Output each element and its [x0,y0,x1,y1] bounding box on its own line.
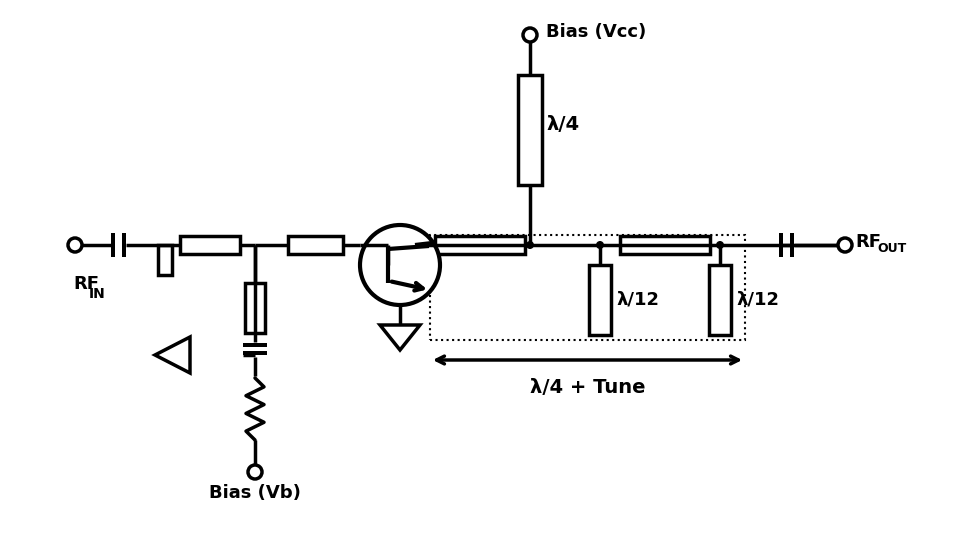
Text: λ/12: λ/12 [616,291,659,309]
Text: Bias (Vb): Bias (Vb) [209,484,300,502]
Text: λ/4 + Tune: λ/4 + Tune [530,378,645,397]
Text: λ/4: λ/4 [546,116,579,134]
Polygon shape [155,337,190,373]
Circle shape [360,225,440,305]
Bar [435,236,525,254]
Bar [158,245,172,275]
Bar [589,265,611,335]
Polygon shape [380,325,420,350]
Circle shape [596,241,604,249]
Bar [110,233,114,257]
Text: RF: RF [73,275,99,293]
Bar [243,351,267,355]
Circle shape [68,238,82,252]
Bar [245,283,265,333]
Circle shape [248,465,262,479]
Bar [779,233,782,257]
Bar [789,233,794,257]
Bar [620,236,710,254]
Bar [180,236,240,254]
Bar [709,265,731,335]
Circle shape [838,238,852,252]
Bar [243,343,267,347]
Text: λ/12: λ/12 [736,291,779,309]
Bar [518,75,542,185]
Bar [122,233,126,257]
Text: IN: IN [89,287,106,301]
Text: OUT: OUT [877,241,906,254]
Circle shape [716,241,724,249]
Bar [287,236,343,254]
Bar [430,235,745,340]
Circle shape [526,241,534,249]
Circle shape [523,28,537,42]
Text: Bias (Vcc): Bias (Vcc) [546,23,646,41]
Text: RF: RF [855,233,881,251]
